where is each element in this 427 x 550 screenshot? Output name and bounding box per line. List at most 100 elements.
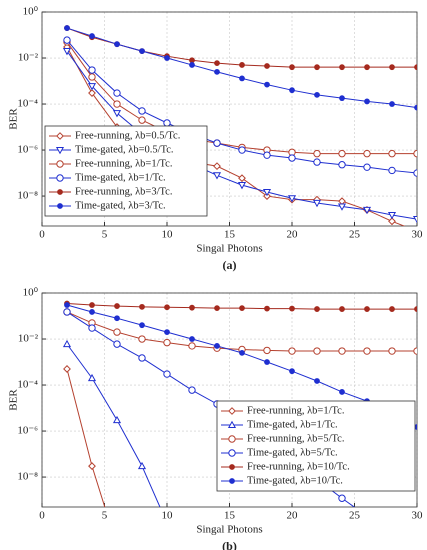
y-tick-label: 10⁻⁸ bbox=[17, 471, 38, 483]
marker bbox=[289, 305, 295, 312]
x-tick-label: 30 bbox=[412, 229, 424, 241]
marker bbox=[337, 203, 347, 211]
y-tick-label: 10⁰ bbox=[23, 6, 39, 18]
legend-marker bbox=[56, 160, 64, 168]
y-tick-label: 10⁻² bbox=[18, 333, 39, 345]
marker bbox=[87, 373, 97, 382]
marker bbox=[264, 359, 270, 365]
x-tick-label: 10 bbox=[162, 510, 174, 522]
marker bbox=[214, 343, 220, 349]
marker bbox=[414, 64, 417, 71]
marker bbox=[239, 75, 245, 82]
marker bbox=[263, 151, 271, 159]
marker bbox=[414, 104, 417, 111]
marker bbox=[138, 107, 146, 115]
x-tick-label: 15 bbox=[224, 229, 236, 241]
x-tick-label: 10 bbox=[162, 229, 174, 241]
y-tick-label: 10⁰ bbox=[23, 287, 39, 299]
marker bbox=[88, 462, 96, 470]
marker bbox=[414, 306, 417, 312]
marker bbox=[339, 95, 345, 102]
x-tick-label: 20 bbox=[287, 510, 299, 522]
marker bbox=[262, 188, 272, 197]
marker bbox=[362, 206, 372, 215]
marker bbox=[338, 149, 346, 158]
legend-marker bbox=[56, 174, 64, 182]
x-tick-label: 5 bbox=[102, 510, 108, 522]
legend-label: Free-running, λb=3/Tc. bbox=[75, 186, 172, 197]
legend-marker bbox=[56, 132, 64, 140]
marker bbox=[287, 195, 297, 203]
marker bbox=[214, 305, 220, 312]
series-layer bbox=[62, 25, 417, 226]
marker bbox=[238, 174, 246, 183]
legend-label: Time-gated, λb=0.5/Tc. bbox=[75, 144, 174, 155]
marker bbox=[264, 63, 270, 69]
marker bbox=[263, 346, 271, 355]
legend-marker bbox=[229, 478, 235, 484]
marker bbox=[388, 347, 396, 355]
marker bbox=[164, 329, 170, 335]
legend: Free-running, λb=1/Tc. Time-gated, λb=1/T… bbox=[216, 400, 416, 492]
marker bbox=[114, 543, 120, 549]
marker bbox=[289, 368, 295, 375]
marker bbox=[264, 81, 270, 88]
marker bbox=[388, 166, 396, 175]
marker bbox=[238, 146, 246, 154]
marker bbox=[138, 335, 146, 343]
marker bbox=[363, 149, 371, 158]
marker bbox=[363, 347, 371, 355]
marker bbox=[163, 119, 171, 127]
plot-frame bbox=[41, 11, 418, 227]
marker bbox=[188, 342, 196, 350]
marker bbox=[363, 163, 371, 171]
marker bbox=[288, 154, 296, 162]
marker bbox=[313, 149, 321, 158]
x-tick-label: 30 bbox=[412, 510, 424, 522]
marker bbox=[62, 339, 72, 348]
marker bbox=[364, 64, 370, 71]
x-tick-label: 25 bbox=[349, 510, 361, 522]
marker bbox=[189, 57, 195, 64]
marker bbox=[114, 41, 120, 48]
marker bbox=[114, 303, 120, 309]
marker bbox=[338, 494, 346, 502]
legend-label: Time-gated, λb=5/Tc. bbox=[247, 447, 338, 458]
marker bbox=[189, 62, 195, 68]
marker bbox=[314, 306, 320, 312]
marker bbox=[389, 64, 395, 71]
legend-label: Time-gated, λb=1/Tc. bbox=[75, 172, 166, 183]
plot-frame bbox=[41, 292, 418, 508]
y-tick-label: 10⁻⁴ bbox=[17, 98, 38, 110]
y-tick-label: 10⁻⁸ bbox=[17, 190, 38, 202]
marker bbox=[264, 305, 270, 312]
marker bbox=[87, 83, 97, 91]
marker bbox=[164, 304, 170, 311]
marker bbox=[413, 347, 417, 355]
legend-label: Free-running, λb=5/Tc. bbox=[247, 433, 344, 444]
marker bbox=[89, 33, 95, 39]
legend-label: Time-gated, λb=3/Tc. bbox=[75, 200, 166, 211]
marker bbox=[364, 98, 370, 105]
x-tick-label: 5 bbox=[102, 229, 108, 241]
x-tick-label: 0 bbox=[39, 510, 45, 522]
marker bbox=[88, 89, 96, 97]
marker bbox=[63, 365, 71, 373]
marker bbox=[389, 306, 395, 312]
marker bbox=[139, 303, 145, 310]
x-tick-label: 0 bbox=[39, 229, 45, 241]
y-tick-label: 10⁻² bbox=[18, 52, 39, 64]
marker bbox=[239, 349, 245, 356]
legend-label: Free-running, λb=0.5/Tc. bbox=[75, 130, 180, 141]
marker bbox=[387, 211, 397, 220]
legend: Free-running, λb=0.5/Tc. Time-gated, λb=0… bbox=[44, 125, 208, 217]
marker bbox=[88, 73, 96, 81]
marker bbox=[139, 48, 145, 54]
y-tick-label: 10⁻⁶ bbox=[17, 425, 38, 437]
marker bbox=[89, 302, 95, 308]
marker bbox=[89, 309, 95, 315]
marker bbox=[388, 149, 396, 158]
marker bbox=[338, 347, 346, 355]
marker bbox=[213, 162, 221, 171]
legend-label: Time-gated, λb=1/Tc. bbox=[247, 419, 338, 430]
